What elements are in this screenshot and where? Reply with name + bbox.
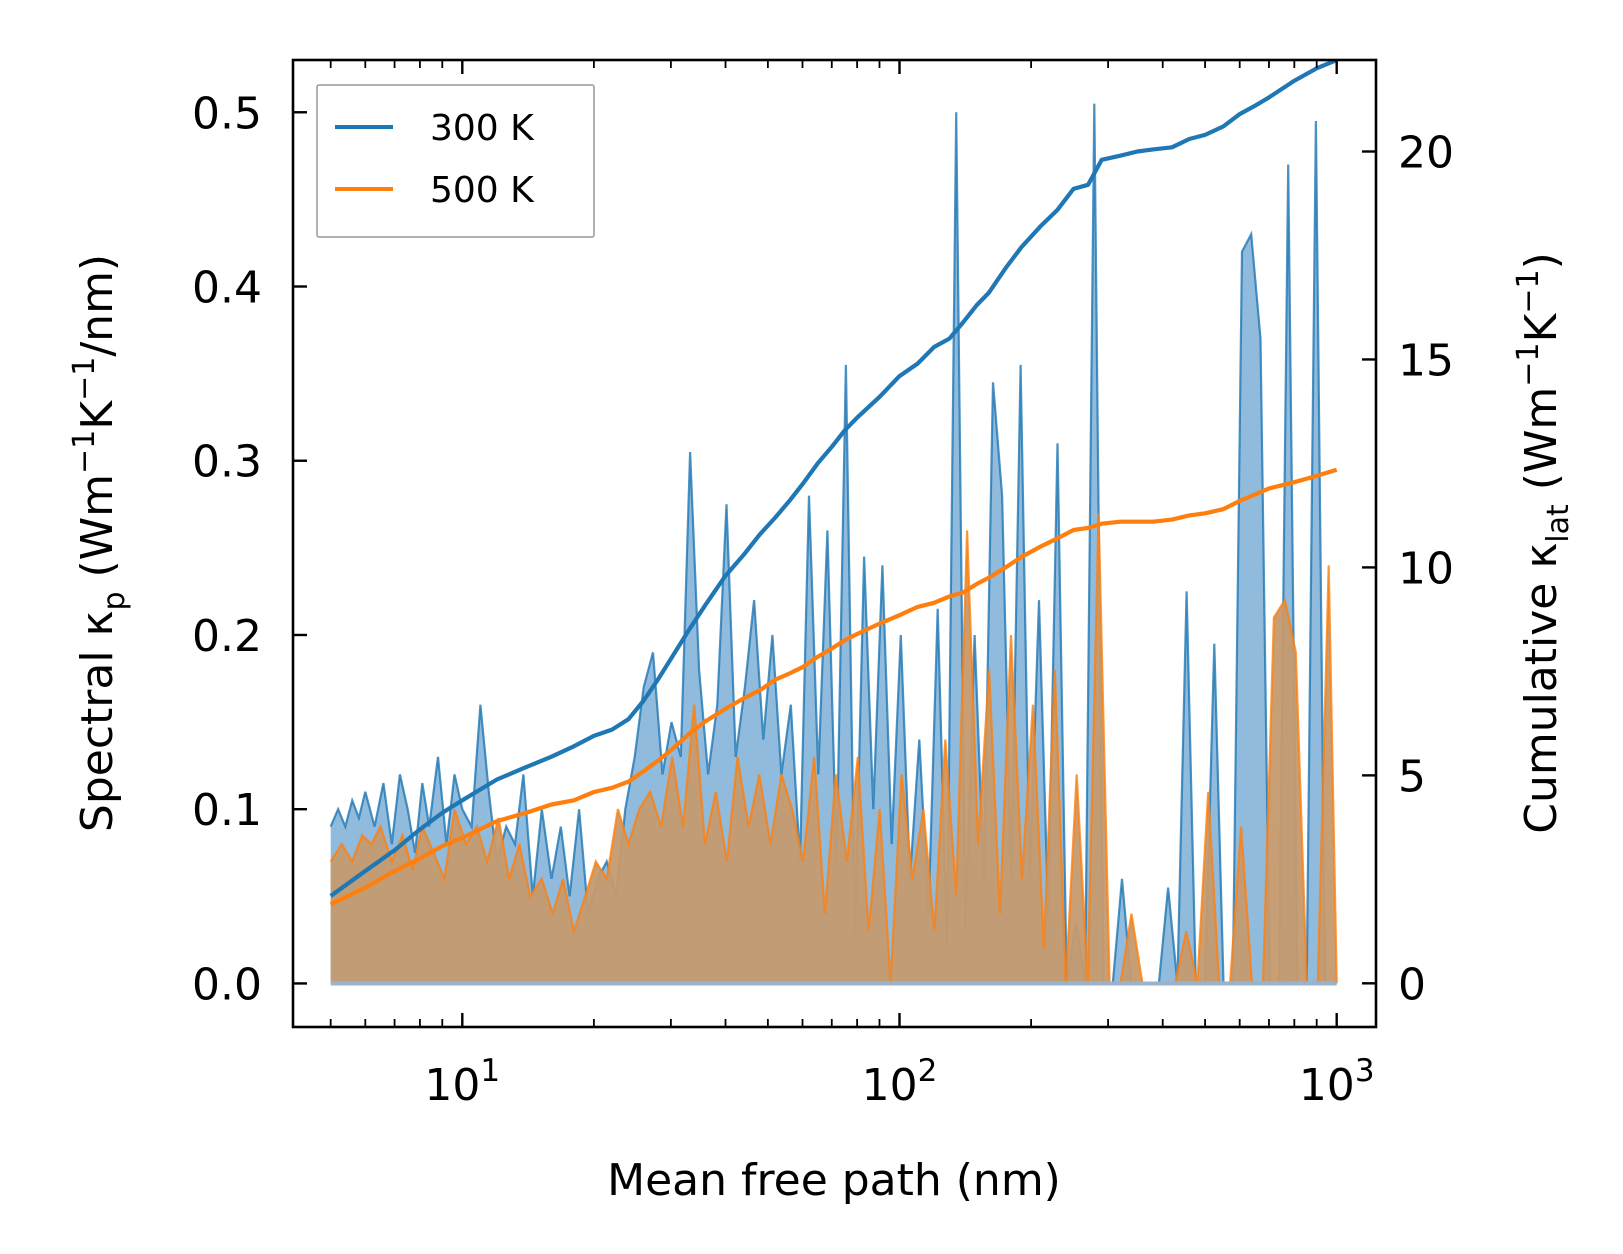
legend-box: [316, 84, 595, 238]
y-left-tick-label: 0.2: [192, 611, 262, 662]
x-tick-exponent: 3: [1355, 1053, 1375, 1089]
legend: 300 K 500 K: [316, 84, 595, 238]
y-left-tick-label: 0.3: [192, 437, 262, 488]
y-left-tick-label: 0.1: [192, 785, 262, 836]
y-right-tick-label: 15: [1398, 335, 1454, 386]
x-tick-base: 10: [424, 1060, 480, 1111]
x-axis-title: Mean free path (nm): [607, 1155, 1061, 1206]
y-right-tick-label: 10: [1398, 543, 1454, 594]
x-tick-base: 10: [1299, 1060, 1355, 1111]
y-left-tick-label: 0.4: [192, 263, 262, 314]
x-tick-base: 10: [862, 1060, 918, 1111]
spectral-area-500k: [330, 513, 1337, 984]
legend-label-300k: 300 K: [430, 108, 535, 149]
y-right-tick-label: 5: [1398, 751, 1426, 802]
cumulative-line-300k: [329, 60, 1338, 898]
x-tick-exponent: 2: [918, 1053, 938, 1089]
series-layer: [329, 60, 1338, 986]
x-tick-exponent: 1: [480, 1053, 500, 1089]
x-tick-label: 101: [424, 1053, 500, 1111]
cumulative-line-500k: [329, 467, 1338, 907]
x-tick-label: 102: [862, 1053, 938, 1111]
y-left-axis-title: Spectral κp (Wm−1K−1/nm): [67, 254, 132, 832]
x-tick-label: 103: [1299, 1053, 1375, 1111]
y-left-tick-label: 0.5: [192, 88, 262, 139]
plot-frame: [291, 58, 1378, 1029]
y-left-tick-label: 0.0: [192, 959, 262, 1010]
y-right-tick-label: 20: [1398, 128, 1454, 179]
y-right-axis-title: Cumulative κlat (Wm−1K−1): [1511, 252, 1576, 834]
y-right-tick-label: 0: [1398, 959, 1426, 1010]
legend-label-500k: 500 K: [430, 170, 535, 211]
